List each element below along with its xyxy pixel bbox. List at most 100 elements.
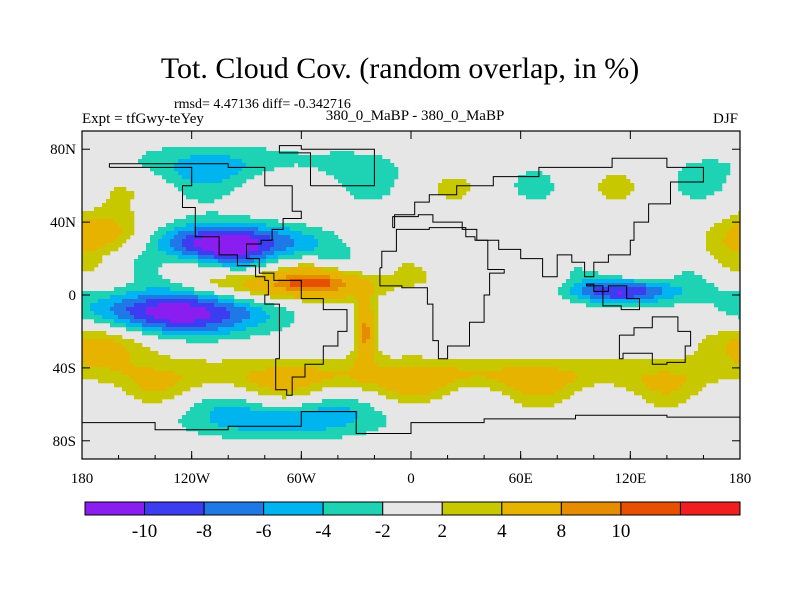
heatmap-cell: [142, 159, 147, 164]
heatmap-cell: [238, 415, 243, 420]
heatmap-cell: [122, 375, 127, 380]
heatmap-cell: [338, 427, 343, 432]
heatmap-cell: [210, 315, 215, 320]
heatmap-cell: [678, 375, 683, 380]
heatmap-cell: [706, 179, 711, 184]
heatmap-cell: [714, 235, 719, 240]
heatmap-cell: [598, 295, 603, 300]
heatmap-cell: [614, 367, 619, 372]
heatmap-cell: [690, 387, 695, 392]
heatmap-cell: [550, 383, 555, 388]
heatmap-cell: [150, 391, 155, 396]
heatmap-cell: [522, 367, 527, 372]
heatmap-cell: [102, 203, 107, 208]
heatmap-cell: [594, 379, 599, 384]
heatmap-cell: [294, 295, 299, 300]
heatmap-cell: [734, 307, 739, 312]
heatmap-cell: [238, 243, 243, 248]
heatmap-cell: [166, 383, 171, 388]
heatmap-cell: [418, 399, 423, 404]
heatmap-cell: [134, 271, 139, 276]
heatmap-cell: [250, 255, 255, 260]
heatmap-cell: [214, 375, 219, 380]
heatmap-cell: [358, 303, 363, 308]
heatmap-cell: [94, 303, 99, 308]
heatmap-cell: [402, 359, 407, 364]
heatmap-cell: [262, 279, 267, 284]
heatmap-cell: [610, 291, 615, 296]
heatmap-cell: [578, 275, 583, 280]
heatmap-cell: [282, 407, 287, 412]
heatmap-cell: [230, 247, 235, 252]
heatmap-cell: [202, 323, 207, 328]
heatmap-cell: [570, 391, 575, 396]
heatmap-cell: [454, 183, 459, 188]
heatmap-cell: [706, 171, 711, 176]
heatmap-cell: [318, 163, 323, 168]
heatmap-cell: [734, 267, 739, 272]
heatmap-cell: [326, 383, 331, 388]
heatmap-cell: [502, 363, 507, 368]
heatmap-cell: [194, 163, 199, 168]
heatmap-cell: [686, 283, 691, 288]
heatmap-cell: [474, 371, 479, 376]
heatmap-cell: [566, 383, 571, 388]
heatmap-cell: [622, 303, 627, 308]
heatmap-cell: [166, 327, 171, 332]
heatmap-cell: [258, 419, 263, 424]
heatmap-cell: [142, 323, 147, 328]
heatmap-cell: [306, 299, 311, 304]
heatmap-cell: [138, 375, 143, 380]
heatmap-cell: [374, 287, 379, 292]
heatmap-cell: [454, 367, 459, 372]
heatmap-cell: [390, 167, 395, 172]
heatmap-cell: [278, 431, 283, 436]
heatmap-cell: [546, 379, 551, 384]
heatmap-cell: [338, 247, 343, 252]
heatmap-cell: [138, 263, 143, 268]
heatmap-cell: [334, 371, 339, 376]
heatmap-cell: [738, 303, 740, 308]
heatmap-cell: [678, 359, 683, 364]
heatmap-cell: [462, 359, 467, 364]
heatmap-cell: [298, 235, 303, 240]
heatmap-cell: [502, 391, 507, 396]
heatmap-cell: [734, 363, 739, 368]
heatmap-cell: [254, 359, 259, 364]
heatmap-cell: [226, 435, 231, 440]
heatmap-cell: [218, 223, 223, 228]
heatmap-cell: [262, 431, 267, 436]
heatmap-cell: [146, 299, 151, 304]
heatmap-cell: [298, 251, 303, 256]
heatmap-cell: [650, 279, 655, 284]
colorbar-label: -8: [196, 521, 212, 542]
heatmap-cell: [462, 191, 467, 196]
heatmap-cell: [194, 303, 199, 308]
heatmap-cell: [206, 327, 211, 332]
heatmap-cell: [682, 175, 687, 180]
heatmap-cell: [242, 367, 247, 372]
heatmap-cell: [222, 411, 227, 416]
heatmap-cell: [618, 291, 623, 296]
heatmap-cell: [362, 279, 367, 284]
heatmap-cell: [138, 359, 143, 364]
heatmap-cell: [90, 223, 95, 228]
heatmap-cell: [722, 163, 727, 168]
heatmap-cell: [306, 227, 311, 232]
heatmap-cell: [366, 367, 371, 372]
heatmap-cell: [690, 391, 695, 396]
heatmap-cell: [518, 383, 523, 388]
heatmap-cell: [714, 303, 719, 308]
heatmap-cell: [322, 423, 327, 428]
heatmap-cell: [586, 271, 591, 276]
heatmap-cell: [150, 371, 155, 376]
heatmap-cell: [554, 375, 559, 380]
heatmap-cell: [730, 263, 735, 268]
heatmap-cell: [482, 363, 487, 368]
heatmap-cell: [606, 175, 611, 180]
heatmap-cell: [250, 219, 255, 224]
heatmap-cell: [298, 287, 303, 292]
heatmap-cell: [198, 191, 203, 196]
heatmap-cell: [86, 303, 91, 308]
heatmap-cell: [154, 155, 159, 160]
